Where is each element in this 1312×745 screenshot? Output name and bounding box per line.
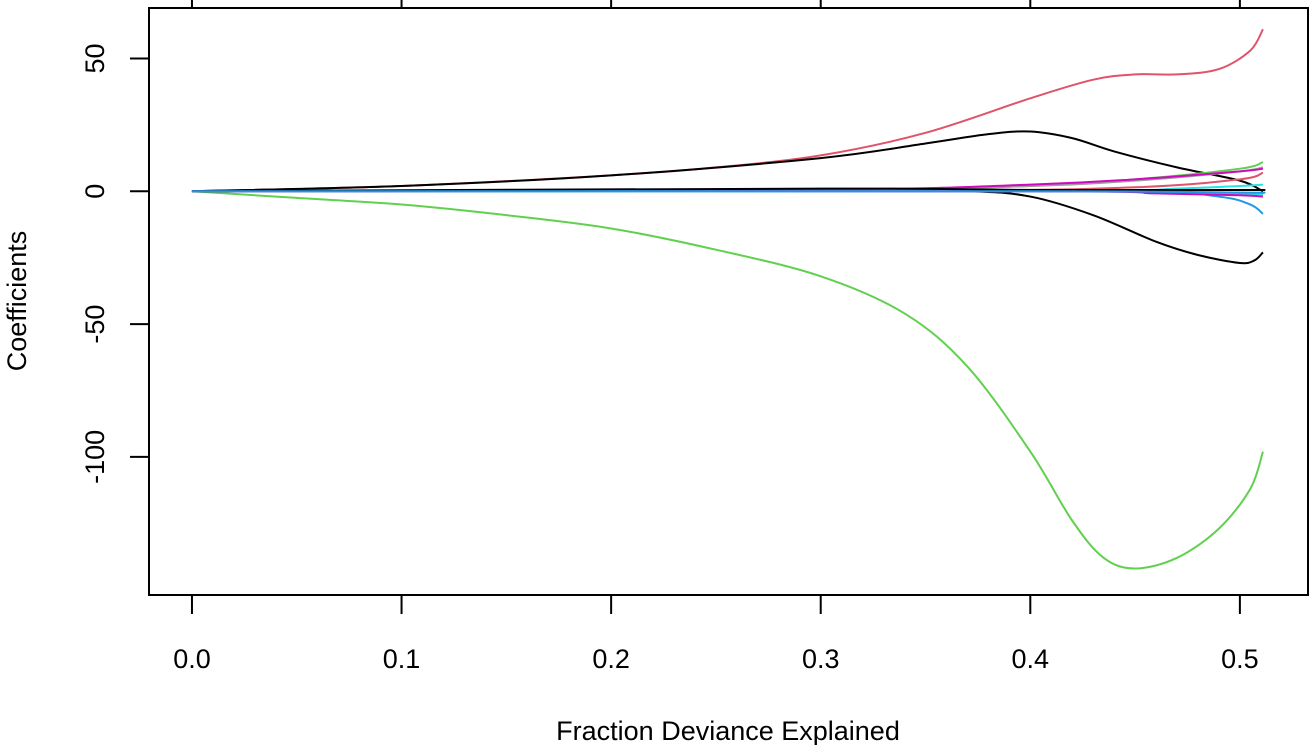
x-tick-label: 0.3 [802, 644, 840, 674]
coefficient-path-2 [191, 130, 1264, 193]
y-tick-label: 50 [80, 43, 110, 73]
y-axis: 50 0 -50 -100 [80, 43, 150, 484]
plot-frame [148, 7, 1309, 596]
x-tick-label: 0.1 [383, 644, 421, 674]
top-axis [190, 0, 1241, 8]
y-tick-label: 0 [80, 184, 110, 199]
coefficient-path-5 [191, 189, 1264, 215]
y-axis-title: Coefficients [2, 231, 32, 372]
y-tick-label: -100 [80, 430, 110, 484]
x-axis: 0.0 0.1 0.2 0.3 0.4 0.5 [173, 594, 1259, 674]
x-tick-label: 0.0 [173, 644, 211, 674]
y-tick-label: -50 [80, 305, 110, 344]
x-axis-title: Fraction Deviance Explained [556, 716, 900, 745]
x-tick-label: 0.4 [1012, 644, 1050, 674]
x-tick-label: 0.5 [1221, 644, 1259, 674]
coefficient-path-14 [191, 190, 1266, 194]
x-tick-label: 0.2 [592, 644, 630, 674]
series-layer [191, 28, 1266, 570]
coefficient-path-3 [191, 190, 1264, 570]
coefficient-path-13 [191, 187, 1266, 193]
